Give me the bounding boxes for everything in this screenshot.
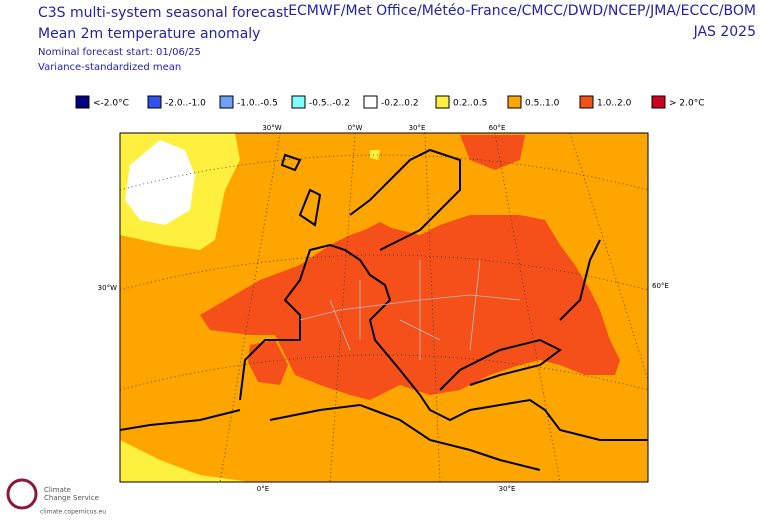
centres: ECMWF/Met Office/Météo-France/CMCC/DWD/N… xyxy=(288,3,756,19)
legend-swatch xyxy=(435,95,450,109)
start-date: Nominal forecast start: 01/06/25 xyxy=(38,47,201,58)
legend-label: 0.2..0.5 xyxy=(453,99,487,109)
legend-swatch xyxy=(579,95,594,109)
legend-label: 1.0..2.0 xyxy=(597,99,632,109)
coastlines xyxy=(119,148,648,471)
logo-url: climate.copernicus.eu xyxy=(40,509,106,516)
legend-label: 0.5..1.0 xyxy=(525,99,560,109)
borders xyxy=(299,259,521,360)
legend-label: -0.2..0.2 xyxy=(381,99,419,109)
title: C3S multi-system seasonal forecast xyxy=(38,5,289,21)
method: Variance-standardized mean xyxy=(38,62,181,73)
graticule-label: 30°W xyxy=(262,124,281,132)
legend-swatch xyxy=(363,95,378,109)
legend-swatch xyxy=(147,95,162,109)
subtitle: Mean 2m temperature anomaly xyxy=(38,26,260,42)
yellow-area xyxy=(120,440,250,482)
legend-swatch xyxy=(507,95,522,109)
logo-icon xyxy=(6,478,38,510)
legend-label: > 2.0°C xyxy=(669,99,705,109)
map xyxy=(119,132,649,483)
graticule-label: 0°E xyxy=(257,485,269,493)
graticule-label: 60°E xyxy=(489,124,506,132)
legend-swatch xyxy=(75,95,90,109)
legend: <-2.0°C -2.0..-1.0 -1.0..-0.5 -0.5..-0.2 -0.… xyxy=(75,95,705,109)
legend-label: -0.5..-0.2 xyxy=(309,99,350,109)
warm-area xyxy=(355,222,405,270)
logo-text: Change Service xyxy=(44,494,99,502)
warm-area xyxy=(200,215,620,400)
legend-swatch xyxy=(219,95,234,109)
legend-label: <-2.0°C xyxy=(93,99,129,109)
legend-swatch xyxy=(651,95,666,109)
graticule-label: 30°E xyxy=(499,485,516,493)
logo: Climate Change Service climate.copernicu… xyxy=(6,478,106,516)
graticule-label: 30°E xyxy=(409,124,426,132)
legend-label: -1.0..-0.5 xyxy=(237,99,278,109)
yellow-area xyxy=(370,150,380,160)
warm-area xyxy=(460,135,525,170)
graticule-label: 60°E xyxy=(652,282,669,290)
legend-swatch xyxy=(291,95,306,109)
map-frame xyxy=(119,132,649,483)
graticule-label: 30°W xyxy=(98,284,117,292)
legend-label: -2.0..-1.0 xyxy=(165,99,206,109)
white-area xyxy=(125,140,195,225)
logo-text: Climate xyxy=(44,486,71,494)
warm-area xyxy=(248,340,288,385)
graticule-label: 0°W xyxy=(348,124,363,132)
period: JAS 2025 xyxy=(693,24,756,40)
